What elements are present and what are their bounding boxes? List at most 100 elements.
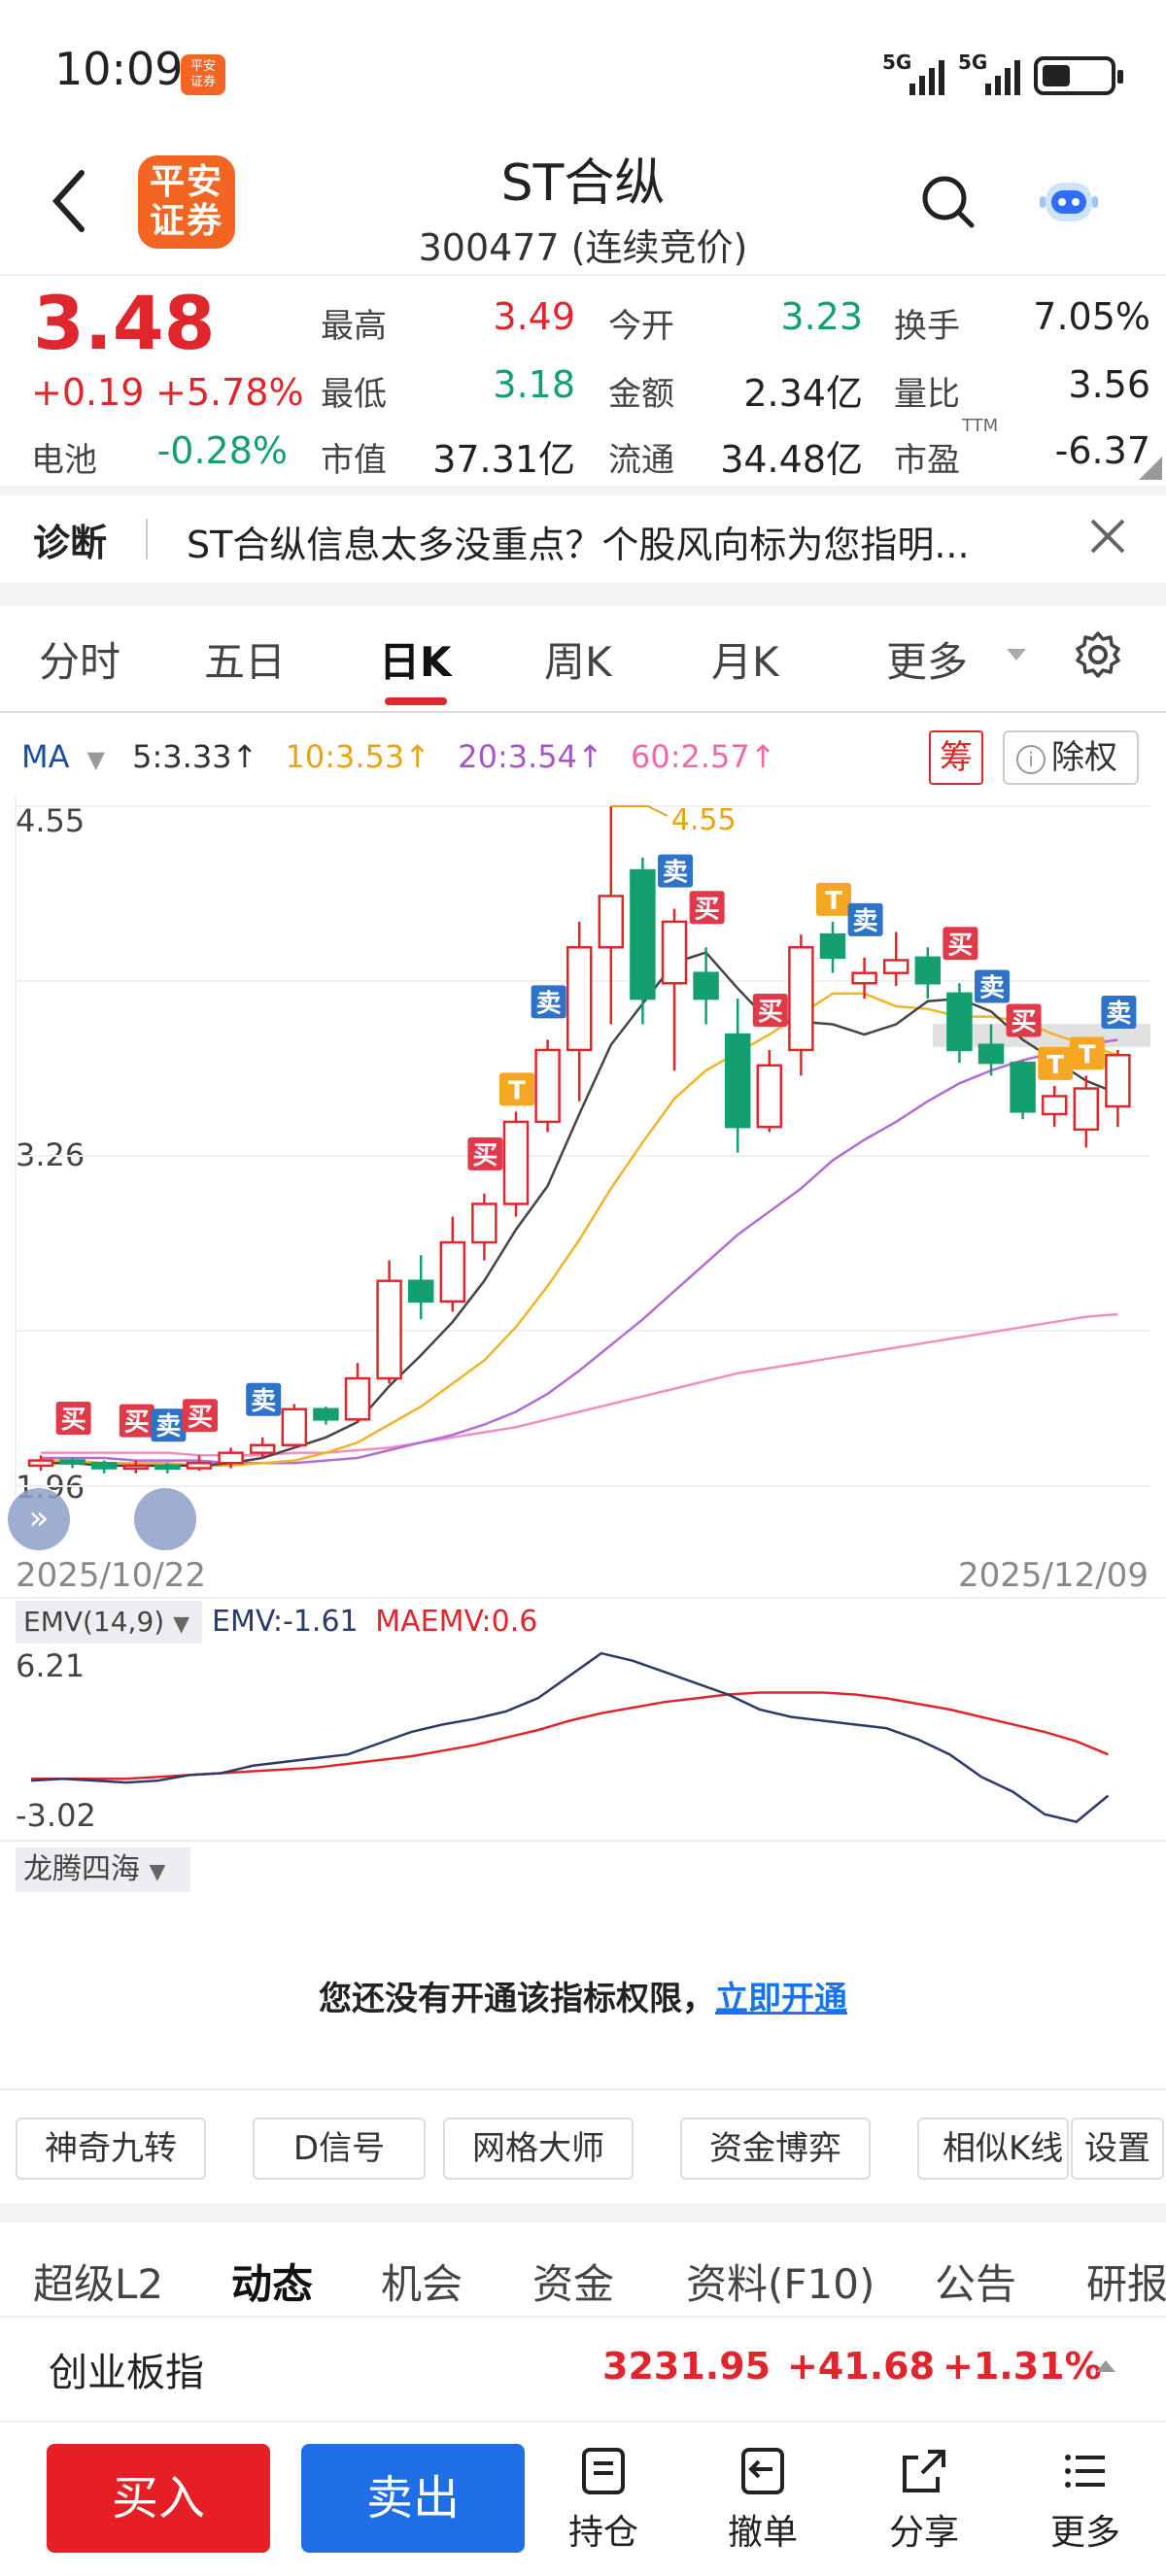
ma-dropdown-icon[interactable]: ▼: [86, 746, 105, 773]
max-marker-line: [610, 805, 669, 817]
share-button[interactable]: 分享: [861, 2446, 987, 2555]
permission-text: 您还没有开通该指标权限，: [319, 1980, 715, 2018]
ex-rights-button[interactable]: i 除权: [1003, 730, 1139, 785]
tool-d-signal[interactable]: D信号: [253, 2118, 426, 2180]
sector-label[interactable]: 电池: [31, 441, 97, 480]
signal-badge-text: 卖: [251, 1387, 276, 1416]
candle-body: [1105, 1053, 1131, 1108]
price-axis-top: 4.55: [16, 802, 86, 839]
emv-selector-label: EMV(14,9): [23, 1606, 165, 1638]
info-icon: i: [1016, 744, 1046, 774]
candle-body: [471, 1203, 497, 1244]
chip-distribution-button[interactable]: 筹: [929, 730, 983, 785]
signal-badge: [119, 1404, 154, 1438]
tab-announcement[interactable]: 公告: [935, 2260, 1017, 2308]
tab-capital[interactable]: 资金: [532, 2260, 615, 2308]
signal-badge-text: T: [825, 887, 842, 916]
turnover-label: 换手: [894, 307, 960, 346]
tool-settings[interactable]: 设置: [1071, 2118, 1164, 2180]
indicator-selector-label: 龙腾四海: [23, 1852, 140, 1886]
ma-label: MA: [21, 738, 70, 775]
index-name[interactable]: 创业板指: [49, 2351, 204, 2395]
tab-daily-k[interactable]: 日K: [379, 638, 452, 686]
hold-button[interactable]: 持仓: [540, 2446, 667, 2555]
signal-badge-text: 买: [188, 1403, 213, 1432]
high-label: 最高: [321, 307, 387, 346]
tool-grid-master[interactable]: 网格大师: [443, 2118, 634, 2180]
expand-left-icon[interactable]: »: [8, 1488, 70, 1550]
candle-body: [439, 1240, 466, 1304]
cancel-order-button[interactable]: 撤单: [700, 2446, 826, 2555]
kline-chart[interactable]: 4.55买买卖买卖买T卖卖买买T卖买卖买T T卖: [0, 797, 1166, 1564]
signal-badge-text: 买: [1012, 1008, 1037, 1037]
more-button[interactable]: 更多: [1022, 2446, 1149, 2555]
position-doc-icon: [582, 2448, 625, 2494]
network-label: 5G: [882, 51, 912, 74]
search-icon[interactable]: [919, 173, 977, 231]
open-label: 今开: [608, 307, 674, 346]
permission-notice: 您还没有开通该指标权限，立即开通: [0, 1972, 1166, 2019]
candle-body: [566, 946, 593, 1052]
signal-badge: [531, 985, 566, 1019]
candle-body: [27, 1459, 54, 1468]
tool-similar-k[interactable]: 相似K线: [917, 2118, 1069, 2180]
high-value: 3.49: [493, 295, 575, 338]
index-expand-icon[interactable]: [1094, 2358, 1117, 2374]
tab-f10[interactable]: 资料(F10): [686, 2260, 875, 2308]
candle-body: [218, 1451, 244, 1465]
menu-list-icon: [1065, 2455, 1105, 2488]
signal-badge-text: T: [508, 1076, 526, 1105]
signal-badge-text: 买: [124, 1408, 150, 1438]
signal-badge-text: T: [1079, 1040, 1096, 1069]
signal-badge: [689, 891, 725, 925]
diagnosis-text[interactable]: ST合纵信息太多没重点？个股风向标为您指明...: [187, 524, 970, 566]
float-label: 流通: [608, 441, 674, 480]
candle-body: [376, 1279, 402, 1380]
tab-more[interactable]: 更多: [886, 638, 969, 686]
signal-badge-text: 卖: [155, 1412, 181, 1441]
crosshair-icon[interactable]: [134, 1488, 196, 1550]
emv-selector[interactable]: EMV(14,9) ▼: [16, 1601, 202, 1644]
assistant-robot-icon[interactable]: [1038, 171, 1100, 229]
more-dropdown-icon[interactable]: [1005, 647, 1028, 662]
low-value: 3.18: [493, 363, 575, 406]
signal-badge-text: 卖: [1106, 1000, 1131, 1029]
signal-badge: [847, 902, 883, 936]
tab-research[interactable]: 研报: [1086, 2260, 1166, 2308]
activate-link[interactable]: 立即开通: [715, 1980, 847, 2018]
tab-opportunity[interactable]: 机会: [381, 2260, 463, 2308]
tool-capital-game[interactable]: 资金博弈: [680, 2118, 871, 2180]
gear-icon[interactable]: [1073, 629, 1123, 680]
ma60-value: 60:2.57↑: [630, 738, 776, 775]
diagnosis-divider: [146, 519, 148, 559]
turnover-value: 7.05%: [1033, 295, 1150, 338]
ma-legend[interactable]: MA ▼ 5:3.33↑ 10:3.53↑ 20:3.54↑ 60:2.57↑: [21, 738, 794, 775]
tab-intraday[interactable]: 分时: [39, 638, 121, 686]
signal-badge: [1069, 1036, 1105, 1070]
sell-button[interactable]: 卖出: [301, 2444, 525, 2553]
tab-weekly-k[interactable]: 周K: [544, 638, 612, 686]
status-time: 10:09: [54, 43, 184, 95]
candle-body: [598, 895, 625, 949]
close-icon[interactable]: [1086, 515, 1129, 558]
signal-icon: [909, 56, 944, 95]
expand-corner-icon[interactable]: [1139, 457, 1162, 480]
broker-logo: 平安 证券: [138, 155, 235, 249]
tab-five-day[interactable]: 五日: [204, 638, 287, 686]
buy-button[interactable]: 买入: [47, 2444, 270, 2553]
candle-body: [1073, 1087, 1100, 1132]
diagnosis-label: 诊断: [33, 522, 108, 564]
back-arrow-icon[interactable]: [51, 167, 89, 235]
current-price: 3.48: [33, 280, 216, 366]
indicator-selector[interactable]: 龙腾四海 ▼: [16, 1847, 190, 1892]
candle-body: [313, 1407, 339, 1421]
tab-news[interactable]: 动态: [231, 2260, 314, 2308]
tab-super-l2[interactable]: 超级L2: [33, 2260, 164, 2308]
emv-chart[interactable]: [0, 1642, 1166, 1836]
tool-nine-turn[interactable]: 神奇九转: [16, 2118, 206, 2180]
ma60-line: [41, 1312, 1118, 1457]
share-label: 分享: [888, 2513, 959, 2553]
open-value: 3.23: [780, 295, 863, 338]
tab-monthly-k[interactable]: 月K: [711, 638, 779, 686]
candle-body: [788, 946, 814, 1052]
